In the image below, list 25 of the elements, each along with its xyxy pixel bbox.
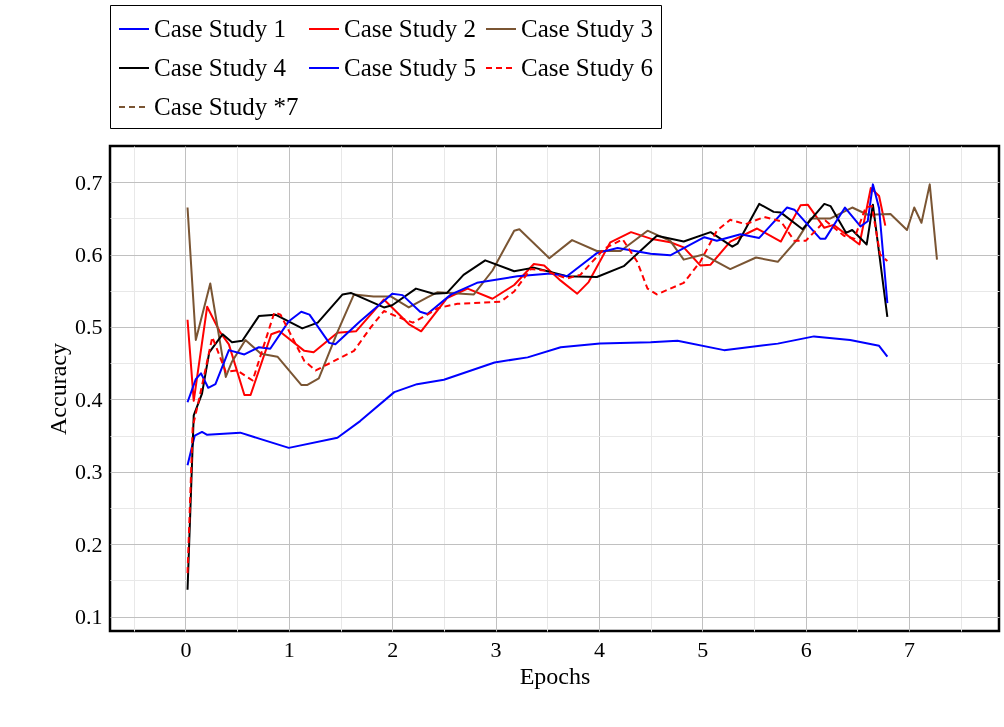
legend-label: Case Study 3 [521,15,653,42]
legend-label: Case Study 5 [344,54,476,81]
y-tick-label: 0.7 [75,169,103,195]
y-tick-label: 0.1 [75,604,103,630]
legend-label: Case Study 2 [344,15,476,42]
y-axis-title: Accuracy [45,343,71,435]
line-series [186,335,889,467]
x-tick-label: 7 [904,636,916,662]
y-tick-label: 0.2 [75,531,103,557]
y-tick-label: 0.4 [75,386,103,412]
x-tick-label: 0 [180,636,192,662]
y-tick-label: 0.3 [75,459,103,485]
legend-label: Case Study 4 [154,54,287,81]
x-tick-label: 4 [593,636,605,662]
x-tick-label: 2 [387,636,399,662]
x-tick-label: 5 [697,636,709,662]
x-tick-label: 3 [490,636,502,662]
y-tick-label: 0.6 [75,242,103,268]
legend-label: Case Study 1 [154,15,286,42]
x-axis-title: Epochs [519,662,591,689]
y-tick-label: 0.5 [75,314,103,340]
legend-label: Case Study 6 [521,54,653,81]
x-tick-label: 1 [283,636,295,662]
legend-label: Case Study *7 [154,93,299,120]
x-tick-label: 6 [800,636,812,662]
